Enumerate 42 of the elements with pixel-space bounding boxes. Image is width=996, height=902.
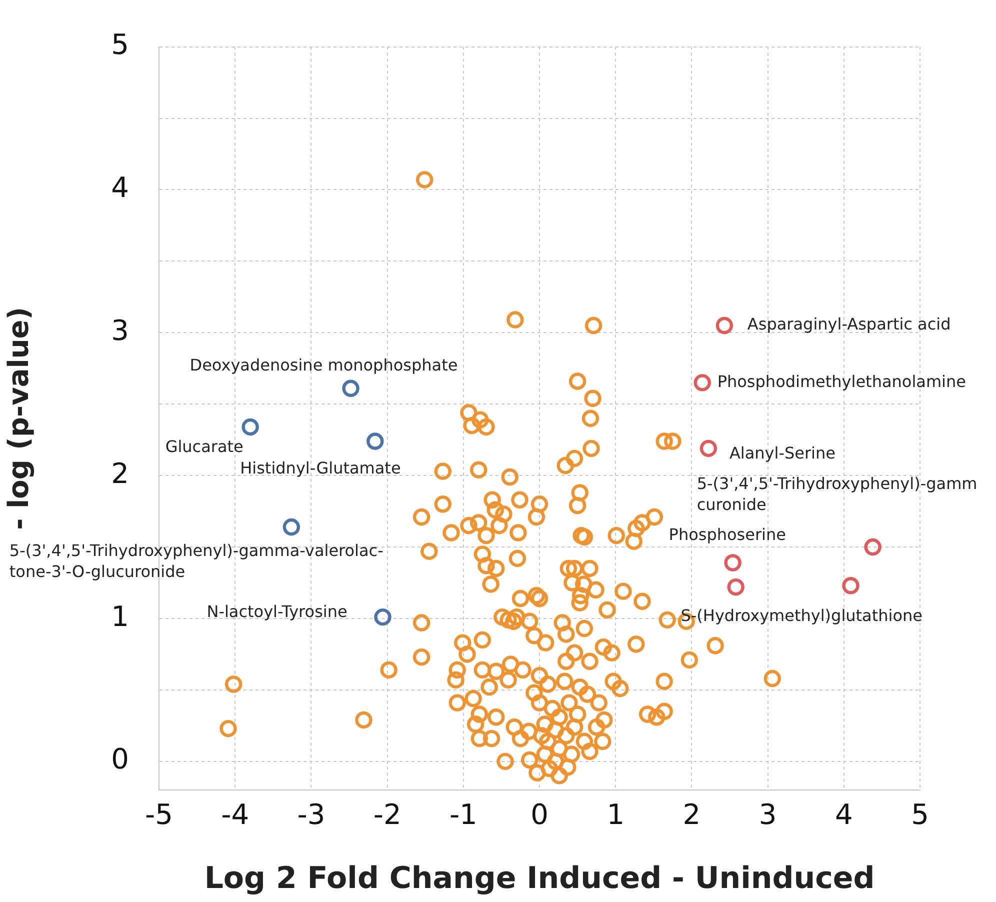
annotation: Asparaginyl-Aspartic acid bbox=[747, 314, 951, 334]
y-tick-label: 3 bbox=[111, 314, 129, 347]
x-tick-label: 5 bbox=[911, 798, 929, 832]
x-tick-label: -4 bbox=[221, 798, 250, 832]
x-tick-label: -1 bbox=[449, 798, 478, 832]
x-tick-label: 4 bbox=[834, 798, 853, 832]
annotation: Histidnyl-Glutamate bbox=[240, 458, 401, 478]
point bbox=[694, 374, 711, 392]
x-tick-label: 0 bbox=[530, 798, 548, 832]
point bbox=[864, 538, 882, 556]
point bbox=[342, 380, 360, 397]
annotation: Deoxyadenosine monophosphate bbox=[190, 356, 458, 375]
y-axis-title: - log (p-value) bbox=[2, 306, 36, 530]
x-tick-label: 3 bbox=[758, 798, 777, 832]
point bbox=[727, 578, 744, 596]
x-tick-label: -5 bbox=[145, 798, 173, 832]
annotation: 5-(3',4',5'-Trihydroxyphenyl)-gamma-valerolac- tone-3'-O-glucuronide bbox=[9, 541, 384, 582]
annotation: N-lactoyl-Tyrosine bbox=[206, 602, 348, 622]
annotation: Alanyl-Serine bbox=[729, 444, 836, 463]
annotation: S-(Hydroxymethyl)glutathione bbox=[680, 606, 922, 625]
annotation: 5-(3',4',5'-Trihydroxyphenyl)-gamm curonide bbox=[696, 474, 978, 514]
y-tick-label: 5 bbox=[111, 28, 129, 62]
point bbox=[366, 432, 384, 450]
point bbox=[282, 518, 300, 536]
x-tick-label: -3 bbox=[297, 798, 326, 832]
annotation: Phosphodimethylethanolamine bbox=[717, 372, 966, 391]
point bbox=[842, 577, 860, 594]
x-tick-label: -2 bbox=[373, 798, 402, 832]
x-tick-label: 2 bbox=[682, 798, 701, 832]
y-tick-label: 1 bbox=[111, 600, 129, 633]
y-tick-label: 2 bbox=[111, 456, 129, 490]
point bbox=[724, 554, 742, 572]
point bbox=[716, 316, 734, 334]
x-axis-title: Log 2 Fold Change Induced - Uninduced bbox=[204, 860, 875, 896]
x-tick-label: 1 bbox=[606, 798, 625, 832]
annotation: Glucarate bbox=[165, 437, 244, 456]
y-tick-label: 0 bbox=[111, 742, 129, 776]
point bbox=[700, 440, 718, 458]
annotation: Phosphoserine bbox=[668, 524, 786, 544]
point bbox=[242, 418, 259, 436]
y-tick-label: 4 bbox=[111, 171, 129, 204]
point bbox=[374, 608, 392, 626]
